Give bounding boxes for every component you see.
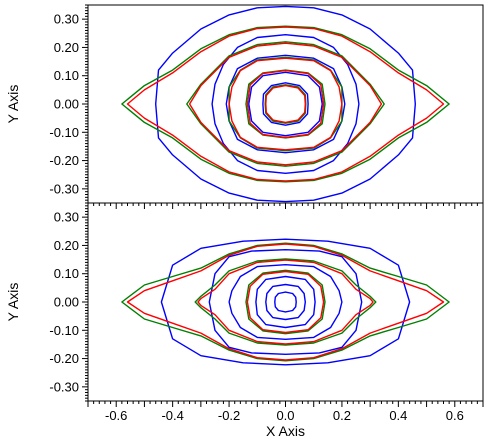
panel-top-contour-5 [188, 42, 383, 166]
panel-bottom-xtick-label: 0.6 [446, 408, 464, 423]
panel-top-contour-11 [248, 71, 323, 137]
panel-top-ytick-label: -0.10 [49, 125, 79, 140]
panel-bottom-contour-8 [246, 270, 325, 334]
panel-bottom-xtick-label: -0.4 [161, 408, 183, 423]
panel-bottom-contour-5 [197, 259, 374, 345]
panel-bottom-ytick-label: 0.30 [54, 210, 79, 225]
panel-top-contour-13 [264, 84, 307, 124]
panel-top-ytick-label: 0.20 [54, 40, 79, 55]
panel-bottom-contour-6 [228, 264, 343, 340]
panel-bottom-contour-10 [265, 283, 306, 321]
panel-bottom-contour-7 [245, 269, 326, 335]
panel-bottom-xtick-label: -0.2 [218, 408, 240, 423]
panel-bottom-xtick-label: 0.4 [389, 408, 407, 423]
panel-bottom-contour-3 [208, 249, 363, 355]
panel-top-contour-12 [262, 82, 309, 126]
panel-bottom-contour-1 [121, 242, 450, 362]
panel-top-contour-10 [246, 69, 325, 139]
panel-top-contour-7 [228, 56, 343, 152]
panel-top-contour-0 [155, 5, 416, 203]
panel-bottom-contour-0 [160, 238, 411, 366]
panel-top-contour-2 [126, 26, 445, 182]
panel-bottom-ytick-label: -0.10 [49, 323, 79, 338]
panel-top-contour-8 [228, 57, 343, 151]
panel-bottom-contour-11 [274, 291, 297, 313]
panel-bottom-ytick-label: 0.00 [54, 295, 79, 310]
panel-bottom-ytick-label: 0.10 [54, 266, 79, 281]
panel-top-contour-1 [121, 25, 450, 183]
panel-bottom-xtick-label: 0.0 [276, 408, 294, 423]
panel-bottom-ytick-label: 0.20 [54, 238, 79, 253]
panel-bottom-ytick-label: -0.20 [49, 351, 79, 366]
panel-bottom-contour-4 [194, 258, 377, 346]
panel-bottom-contour-9 [255, 275, 316, 329]
panel-top-contour-14 [265, 84, 306, 124]
panel-top-y-axis-title: Y Axis [5, 85, 21, 124]
panel-bottom-ytick-label: -0.30 [49, 379, 79, 394]
panel-top-ytick-label: 0.30 [54, 12, 79, 27]
panel-top-ytick-label: -0.30 [49, 181, 79, 196]
panel-top-ytick-label: 0.10 [54, 68, 79, 83]
panel-bottom-y-axis-title: Y Axis [5, 283, 21, 322]
panel-bottom-contour-2 [126, 243, 445, 361]
panel-top-ytick-label: 0.00 [54, 97, 79, 112]
panel-top-contour-6 [225, 54, 346, 154]
panel-top-ytick-label: -0.20 [49, 153, 79, 168]
panel-bottom-frame [87, 202, 484, 402]
panel-bottom-x-axis-title: X Axis [266, 423, 305, 439]
panel-top-contour-3 [211, 34, 360, 174]
panel-bottom-xtick-label: 0.2 [333, 408, 351, 423]
panel-bottom-xtick-label: -0.6 [105, 408, 127, 423]
panel-top-contour-4 [186, 41, 385, 167]
